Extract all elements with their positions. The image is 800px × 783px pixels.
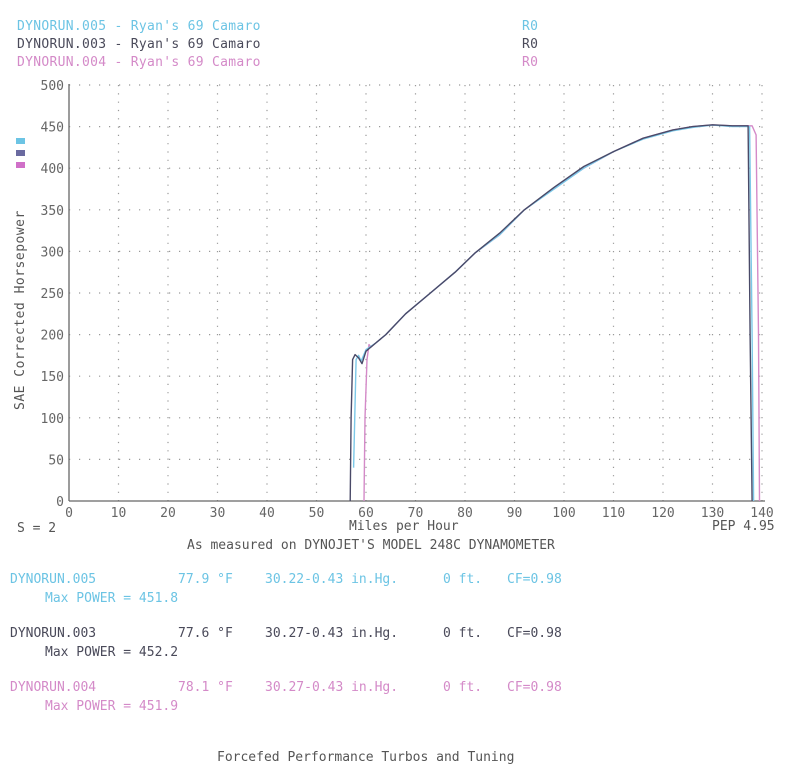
run-info-005-cf: CF=0.98 xyxy=(507,572,562,587)
svg-text:60: 60 xyxy=(358,506,374,521)
svg-text:0: 0 xyxy=(56,495,64,510)
run-info-003-alt: 0 ft. xyxy=(443,626,483,641)
pep-label: PEP 4.95 xyxy=(712,519,775,534)
dyno-model-subtitle: As measured on DYNOJET'S MODEL 248C DYNA… xyxy=(187,538,555,553)
svg-text:130: 130 xyxy=(701,506,724,521)
series-line-dynorun-005 xyxy=(352,124,755,502)
run-info-004-baro: 30.27-0.43 in.Hg. xyxy=(265,680,399,695)
run-info-003-temp: 77.6 °F xyxy=(178,626,233,641)
svg-text:20: 20 xyxy=(160,506,176,521)
svg-text:50: 50 xyxy=(48,453,64,468)
dyno-chart: 0 50 100 150 200 250 300 350 400 450 500 0 10 20 30 40 5… xyxy=(41,79,774,521)
run-info-004-cf: CF=0.98 xyxy=(507,680,562,695)
svg-text:150: 150 xyxy=(41,370,64,385)
run-info-004-temp: 78.1 °F xyxy=(178,680,233,695)
svg-text:450: 450 xyxy=(41,121,64,136)
smoothing-label: S = 2 xyxy=(17,521,57,536)
svg-text:400: 400 xyxy=(41,162,64,177)
run-info-005-baro: 30.22-0.43 in.Hg. xyxy=(265,572,399,587)
legend-swatch-005 xyxy=(16,138,25,144)
svg-text:500: 500 xyxy=(41,79,64,94)
run-title-005: DYNORUN.005 - Ryan's 69 Camaro xyxy=(17,19,261,34)
svg-text:140: 140 xyxy=(750,506,773,521)
legend-swatch-004 xyxy=(16,162,25,168)
svg-text:100: 100 xyxy=(552,506,575,521)
run-title-004: DYNORUN.004 - Ryan's 69 Camaro xyxy=(17,55,261,70)
svg-text:10: 10 xyxy=(111,506,127,521)
run-info-004-max-power: Max POWER = 451.9 xyxy=(45,699,179,714)
run-info-005-name: DYNORUN.005 xyxy=(10,572,97,587)
series-line-dynorun-003 xyxy=(349,124,753,502)
run-title-003: DYNORUN.003 - Ryan's 69 Camaro xyxy=(17,37,261,52)
company-name: Forcefed Performance Turbos and Tuning xyxy=(217,750,515,765)
svg-text:0: 0 xyxy=(65,506,73,521)
x-axis-label: Miles per Hour xyxy=(349,519,459,534)
run-info-005-temp: 77.9 °F xyxy=(178,572,233,587)
run-info-003-baro: 30.27-0.43 in.Hg. xyxy=(265,626,399,641)
legend-swatch-003 xyxy=(16,150,25,156)
svg-text:70: 70 xyxy=(408,506,424,521)
run-info-005-max-power: Max POWER = 451.8 xyxy=(45,591,179,606)
run-info-005-alt: 0 ft. xyxy=(443,572,483,587)
svg-text:250: 250 xyxy=(41,287,64,302)
svg-text:100: 100 xyxy=(41,412,64,427)
svg-text:40: 40 xyxy=(259,506,275,521)
svg-text:50: 50 xyxy=(309,506,325,521)
svg-text:200: 200 xyxy=(41,329,64,344)
svg-text:120: 120 xyxy=(651,506,674,521)
svg-text:80: 80 xyxy=(457,506,473,521)
run-info-004-alt: 0 ft. xyxy=(443,680,483,695)
svg-text:350: 350 xyxy=(41,204,64,219)
svg-text:30: 30 xyxy=(210,506,226,521)
run-info-003-max-power: Max POWER = 452.2 xyxy=(45,645,179,660)
run-code-005: R0 xyxy=(522,19,539,34)
run-code-004: R0 xyxy=(522,55,539,70)
svg-text:90: 90 xyxy=(507,506,523,521)
run-info-003-cf: CF=0.98 xyxy=(507,626,562,641)
run-info-003-name: DYNORUN.003 xyxy=(10,626,97,641)
run-info-004-name: DYNORUN.004 xyxy=(10,680,97,695)
run-code-003: R0 xyxy=(522,37,539,52)
svg-text:110: 110 xyxy=(602,506,625,521)
svg-text:300: 300 xyxy=(41,245,64,260)
